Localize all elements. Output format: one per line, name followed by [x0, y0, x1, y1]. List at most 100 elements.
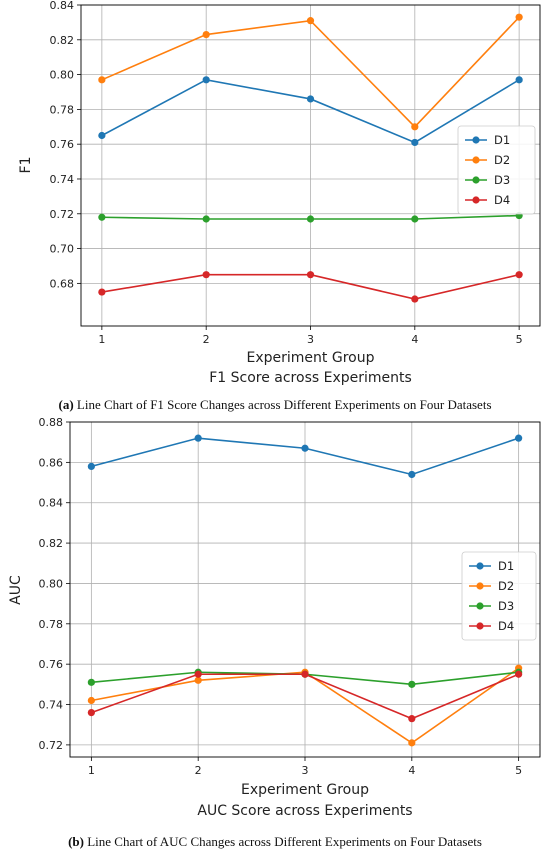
legend-label: D2	[498, 579, 514, 593]
y-tick-label: 0.80	[50, 69, 75, 82]
data-point	[306, 271, 315, 279]
chart-2: 1 2 3 4 5 0.72 0.74 0.76 0.78 0.80 0.82 0.84 0.86 0.8…	[8, 416, 541, 819]
series-d4	[87, 670, 523, 723]
data-point	[98, 213, 106, 221]
data-point	[98, 131, 106, 140]
x-tick-label: 4	[408, 764, 415, 777]
data-point	[301, 444, 309, 452]
x-tick-label: 1	[88, 764, 95, 777]
data-point	[87, 696, 95, 705]
y-tick-label: 0.74	[50, 173, 75, 186]
x-tick-label: 5	[516, 333, 523, 346]
data-point	[411, 138, 419, 147]
data-point	[202, 76, 210, 84]
legend-marker	[472, 156, 480, 164]
y-tick-label: 0.80	[39, 577, 64, 590]
legend-item-d2: D2	[469, 579, 514, 593]
data-point	[194, 670, 202, 678]
y-axis-label: F1	[18, 157, 34, 174]
caption-a-tag: (a)	[58, 397, 74, 412]
data-point	[301, 670, 309, 678]
data-point	[515, 271, 523, 279]
y-tick-label: 0.88	[39, 416, 64, 429]
data-point	[411, 123, 419, 131]
y-axis: 0.68 0.70 0.72 0.74 0.76 0.78 0.80 0.82 0.84	[50, 0, 81, 290]
series-d4	[98, 271, 523, 303]
legend-marker	[472, 136, 480, 144]
x-tick-label: 4	[411, 333, 418, 346]
data-point	[515, 434, 523, 442]
y-tick-label: 0.70	[50, 243, 75, 256]
x-axis-label: Experiment Group	[241, 782, 369, 798]
legend-label: D4	[494, 193, 510, 207]
series-d2	[98, 13, 523, 131]
legend-marker	[476, 562, 484, 570]
data-point	[87, 462, 95, 470]
y-tick-label: 0.72	[39, 739, 64, 752]
x-tick-label: 2	[203, 333, 210, 346]
legend-item-d1: D1	[469, 559, 514, 573]
legend-marker	[476, 602, 484, 610]
legend-label: D4	[498, 619, 514, 633]
data-point	[98, 76, 106, 84]
chart-subtitle: AUC Score across Experiments	[197, 803, 412, 819]
data-point	[194, 676, 202, 684]
x-axis-label: Experiment Group	[247, 350, 375, 366]
legend-marker	[472, 196, 480, 204]
caption-b-tag: (b)	[68, 834, 84, 849]
data-point	[411, 215, 419, 223]
legend-item-d3: D3	[469, 599, 514, 613]
y-tick-label: 0.74	[39, 699, 64, 712]
series-d1	[87, 434, 523, 479]
data-point	[408, 739, 416, 747]
caption-a: (a) Line Chart of F1 Score Changes acros…	[0, 397, 550, 413]
legend-marker	[476, 582, 484, 590]
legend-marker	[472, 176, 480, 184]
data-point	[202, 271, 210, 279]
data-point	[408, 470, 416, 479]
x-tick-label: 3	[302, 764, 309, 777]
legend-label: D3	[494, 173, 510, 187]
x-tick-label: 3	[307, 333, 314, 346]
y-tick-label: 0.76	[39, 658, 64, 671]
y-tick-label: 0.76	[50, 138, 75, 151]
legend-marker	[476, 622, 484, 630]
x-tick-label: 1	[98, 333, 105, 346]
data-point	[87, 709, 95, 717]
data-point	[87, 678, 95, 686]
y-tick-label: 0.82	[39, 537, 64, 550]
data-point	[411, 295, 419, 303]
legend: D1 D2 D3 D4	[457, 125, 536, 215]
legend-item-d4: D4	[469, 619, 514, 633]
y-tick-label: 0.86	[39, 456, 64, 469]
data-point	[98, 288, 106, 296]
legend-item-d2: D2	[465, 153, 510, 167]
legend-item-d4: D4	[465, 193, 510, 207]
caption-a-text: Line Chart of F1 Score Changes across Di…	[73, 397, 492, 412]
legend-label: D1	[494, 133, 510, 147]
caption-b: (b) Line Chart of AUC Changes across Dif…	[0, 834, 550, 850]
data-point	[408, 715, 416, 723]
series-d1	[98, 76, 523, 147]
legend-label: D2	[494, 153, 510, 167]
y-tick-label: 0.84	[50, 0, 75, 12]
y-tick-label: 0.82	[50, 34, 75, 47]
legend-box	[461, 551, 537, 641]
data-point	[202, 30, 210, 39]
data-point	[515, 76, 523, 84]
chart-subtitle: F1 Score across Experiments	[209, 370, 412, 386]
legend-item-d1: D1	[465, 133, 510, 147]
data-point	[306, 215, 315, 223]
y-tick-label: 0.78	[39, 618, 64, 631]
data-point	[515, 13, 523, 21]
data-point	[408, 680, 416, 688]
x-axis: 1 2 3 4 5	[98, 326, 523, 346]
y-tick-label: 0.72	[50, 208, 75, 221]
legend-box	[457, 125, 536, 215]
caption-b-text: Line Chart of AUC Changes across Differe…	[83, 834, 482, 849]
legend-item-d3: D3	[465, 173, 510, 187]
y-axis-label: AUC	[8, 575, 24, 605]
x-tick-label: 2	[195, 764, 202, 777]
chart-1: 1 2 3 4 5 0.68 0.70 0.72 0.74 0.76 0.78 0.80 0.82 0.8…	[18, 0, 541, 386]
